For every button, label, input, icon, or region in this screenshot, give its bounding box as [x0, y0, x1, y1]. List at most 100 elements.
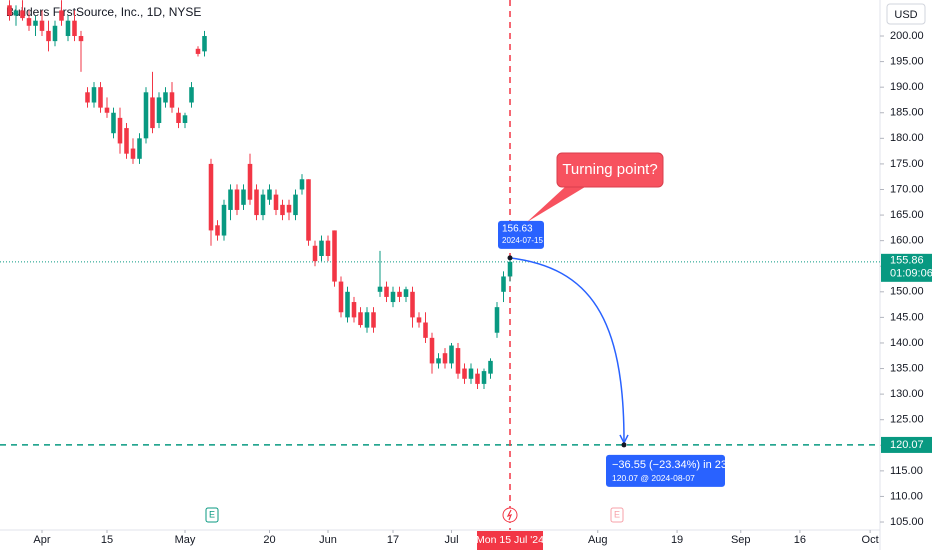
x-tick-label: 20 — [263, 534, 275, 546]
callout-box — [556, 152, 664, 188]
candle-body — [137, 138, 142, 159]
candle-body — [384, 286, 389, 297]
candle-body — [143, 92, 149, 139]
candle-body — [338, 281, 344, 313]
candle-body — [351, 302, 357, 318]
candle-body — [111, 112, 116, 134]
y-tick-label: 130.00 — [890, 388, 924, 400]
x-tick-label: Aug — [588, 534, 608, 546]
candle-body — [442, 353, 448, 364]
callout-text: Turning point? — [562, 161, 657, 178]
candle-body — [221, 204, 227, 236]
candle-body — [117, 117, 123, 144]
candle-body — [449, 345, 454, 364]
candle-body — [390, 291, 396, 303]
y-tick-label: 195.00 — [890, 56, 924, 68]
candle-body — [247, 163, 253, 200]
y-tick-label: 105.00 — [890, 516, 924, 528]
candle-body — [7, 5, 12, 16]
start-label-box — [498, 220, 544, 249]
projection-arc — [509, 257, 625, 441]
candle-body — [371, 312, 376, 328]
y-tick-label: 180.00 — [890, 132, 924, 144]
candle-body — [416, 317, 422, 323]
earnings-marker — [610, 507, 624, 523]
last-price-label: 155.86 — [890, 255, 924, 267]
start-label-value: 156.63 — [502, 224, 533, 235]
y-tick-label: 140.00 — [890, 337, 924, 349]
x-tick-label: Apr — [33, 534, 50, 546]
candle-body — [104, 107, 110, 113]
target-change: −36.55 (−23.34%) in 23d — [612, 459, 733, 471]
candle-body — [20, 10, 25, 19]
candle-body — [332, 230, 337, 282]
candle-body — [494, 307, 500, 333]
earnings-marker-label: E — [209, 509, 215, 519]
currency-label[interactable]: USD — [894, 9, 917, 21]
candle-body — [475, 373, 480, 384]
candle-body — [403, 289, 409, 297]
candle-body — [455, 348, 461, 374]
event-icon-bolt — [506, 509, 513, 521]
x-tick-label: 16 — [794, 534, 806, 546]
y-tick-label: 170.00 — [890, 183, 924, 195]
y-tick-label: 145.00 — [890, 311, 924, 323]
candle-body — [189, 87, 194, 103]
start-dot — [507, 255, 513, 261]
candle-body — [176, 112, 181, 123]
candle-body — [163, 92, 168, 103]
candle-body — [429, 337, 435, 364]
candle-body — [423, 322, 428, 338]
currency-button[interactable] — [886, 3, 926, 25]
candle-body — [273, 194, 279, 210]
target-detail: 120.07 @ 2024-08-07 — [612, 473, 695, 483]
candle-body — [345, 291, 350, 318]
candle-body — [195, 48, 201, 54]
candle-body — [488, 360, 493, 374]
candle-body — [306, 179, 311, 241]
candle-body — [299, 179, 305, 190]
target-price-box — [881, 436, 932, 453]
candle-body — [377, 286, 383, 292]
candle-body — [234, 189, 240, 210]
candle-body — [507, 261, 513, 277]
candle-body — [182, 115, 188, 123]
last-price-box — [881, 253, 932, 282]
candle-body — [52, 25, 58, 42]
y-tick-label: 135.00 — [890, 362, 924, 374]
candle-body — [156, 97, 162, 123]
candle-body — [215, 225, 220, 236]
candle-body — [410, 291, 415, 318]
candle-body — [228, 189, 233, 210]
y-tick-label: 190.00 — [890, 81, 924, 93]
candle-body — [72, 20, 77, 37]
x-tick-label: 15 — [101, 534, 113, 546]
candle-body — [293, 194, 298, 216]
candle-body — [130, 148, 136, 159]
candle-body — [241, 189, 246, 205]
candle-body — [260, 194, 266, 216]
candle-body — [462, 368, 467, 379]
y-tick-label: 110.00 — [890, 490, 923, 502]
candle-body — [26, 18, 32, 26]
candle-body — [501, 276, 506, 292]
cursor-date-label: Mon 15 Jul '24 — [476, 534, 544, 546]
candle-body — [65, 20, 71, 37]
candle-body — [312, 245, 318, 262]
y-tick-label: 200.00 — [890, 30, 924, 42]
x-tick-label: Sep — [731, 534, 751, 546]
x-tick-label: Oct — [862, 534, 879, 546]
candle-body — [46, 30, 51, 42]
candle-body — [436, 358, 441, 364]
candle-body — [33, 20, 38, 26]
candle-body — [325, 240, 331, 256]
candle-body — [39, 20, 45, 31]
x-tick-label: Jun — [319, 534, 337, 546]
candle-body — [481, 371, 487, 384]
x-tick-label: Jul — [444, 534, 458, 546]
y-tick-label: 165.00 — [890, 209, 924, 221]
y-tick-label: 125.00 — [890, 414, 924, 426]
candle-body — [85, 92, 90, 103]
x-tick-label: May — [175, 534, 196, 546]
